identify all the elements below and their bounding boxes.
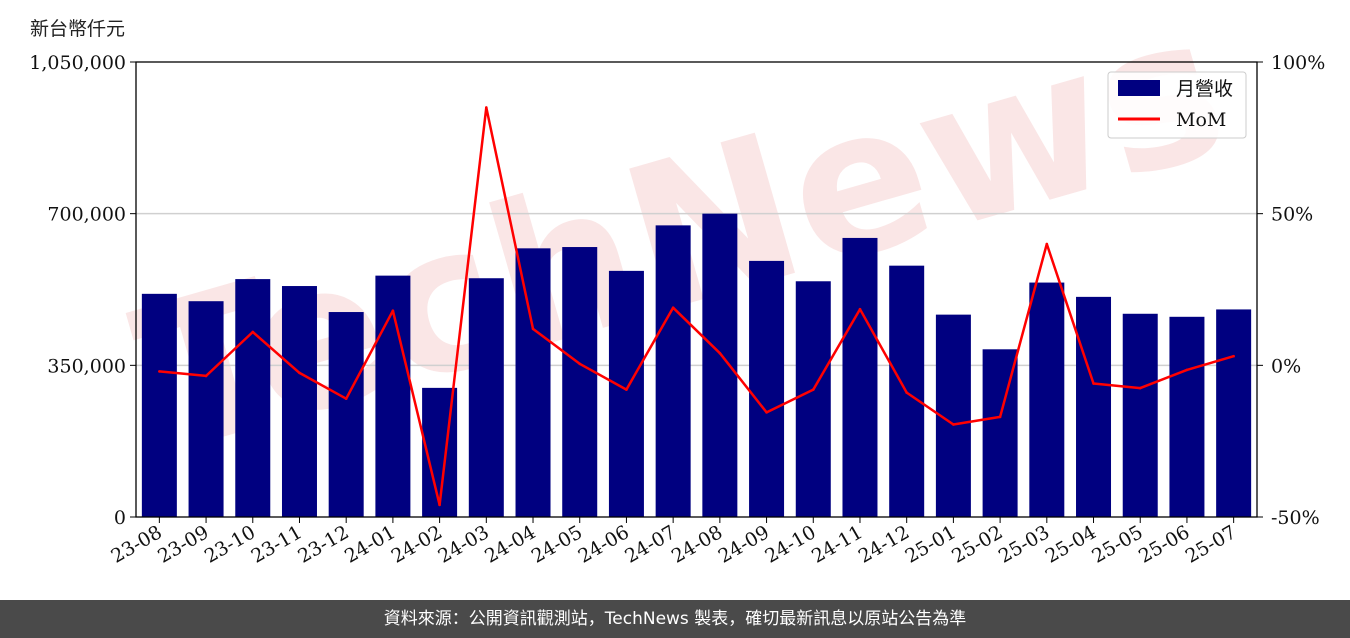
mom-point: [485, 106, 488, 109]
bar: [1029, 282, 1065, 517]
bar: [515, 248, 551, 518]
mom-point: [1092, 382, 1095, 385]
mom-point: [1232, 354, 1235, 358]
x-tick-label: 24-02: [388, 521, 446, 567]
y-left-tick-label: 0: [114, 507, 126, 529]
legend: 月營收 MoM: [1107, 71, 1247, 139]
x-tick-label: 25-06: [1135, 521, 1193, 567]
x-tick-label: 24-12: [855, 521, 913, 567]
y-right-tick-label: -50%: [1271, 507, 1320, 529]
x-tick-label: 23-11: [248, 521, 306, 567]
mom-point: [765, 411, 768, 414]
bar: [842, 237, 878, 517]
bar: [1122, 313, 1158, 517]
y-axis-unit-label: 新台幣仟元: [30, 18, 126, 40]
bar: [1216, 309, 1252, 517]
x-tick-label: 24-11: [808, 521, 866, 567]
x-tick-label: 23-12: [294, 521, 352, 567]
mom-point: [1045, 242, 1049, 246]
bar: [468, 278, 504, 517]
mom-point: [204, 374, 208, 378]
mom-point: [718, 351, 722, 355]
bar: [608, 270, 644, 517]
x-tick-label: 24-03: [434, 521, 492, 567]
bar: [281, 286, 317, 517]
mom-point: [298, 371, 301, 375]
mom-point: [625, 388, 628, 391]
x-tick-label: 25-05: [1088, 521, 1146, 567]
bar: [141, 293, 177, 517]
x-tick-label: 24-05: [528, 521, 586, 567]
mom-point: [531, 327, 535, 331]
x-tick-label: 24-07: [621, 521, 679, 567]
bar: [702, 213, 738, 517]
bar: [562, 247, 598, 518]
x-tick-label: 25-03: [995, 521, 1053, 567]
mom-point: [905, 391, 908, 394]
mom-point: [578, 362, 582, 366]
y-right-tick-label: 100%: [1271, 52, 1325, 74]
footer-source-note: 資料來源：公開資訊觀測站，TechNews 製表，確切最新訊息以原站公告為準: [0, 600, 1350, 638]
bar: [795, 281, 831, 517]
plot-frame: [135, 61, 1258, 518]
bar: [749, 260, 785, 517]
mom-line: [159, 106, 1234, 507]
x-tick-label: 24-04: [481, 521, 539, 567]
mom-point: [1185, 368, 1189, 372]
legend-label-mom: MoM: [1176, 109, 1226, 131]
x-tick-label: 25-01: [901, 521, 959, 567]
x-tick-label: 24-06: [574, 521, 632, 567]
bar: [655, 225, 691, 517]
mom-point: [671, 306, 675, 310]
x-tick-label: 24-08: [668, 521, 726, 567]
x-tick-label: 23-10: [201, 521, 259, 567]
y-right-tick-label: 0%: [1271, 355, 1301, 377]
mom-point: [391, 309, 395, 313]
x-tick-label: 24-09: [715, 521, 773, 567]
x-tick-label: 24-10: [761, 521, 819, 567]
x-tick-label: 23-09: [154, 521, 212, 567]
bar: [1169, 316, 1205, 517]
mom-point: [858, 307, 862, 311]
bar: [328, 312, 364, 517]
bar: [1076, 296, 1112, 517]
bar: [235, 279, 271, 517]
y-left-tick-label: 700,000: [47, 204, 126, 226]
mom-point: [438, 503, 441, 507]
bar: [188, 301, 224, 517]
x-tick-label: 25-04: [1042, 521, 1100, 567]
legend-bar-swatch: [1118, 80, 1160, 96]
mom-point: [811, 388, 815, 391]
x-tick-label: 24-01: [341, 521, 399, 567]
mom-point: [1138, 386, 1142, 390]
x-tick-label: 25-02: [948, 521, 1006, 567]
x-tick-label: 25-07: [1182, 521, 1240, 567]
mom-point: [952, 423, 955, 426]
revenue-chart: TechNews 0350,000700,0001,050,000-50%0%5…: [29, 0, 1325, 568]
legend-label-revenue: 月營收: [1176, 78, 1233, 100]
mom-point: [251, 330, 255, 334]
mom-point: [344, 397, 348, 401]
y-right-tick-label: 50%: [1271, 204, 1313, 226]
mom-point: [998, 415, 1002, 419]
y-left-tick-label: 350,000: [47, 355, 126, 377]
mom-point: [158, 370, 161, 373]
y-left-tick-label: 1,050,000: [29, 52, 126, 74]
